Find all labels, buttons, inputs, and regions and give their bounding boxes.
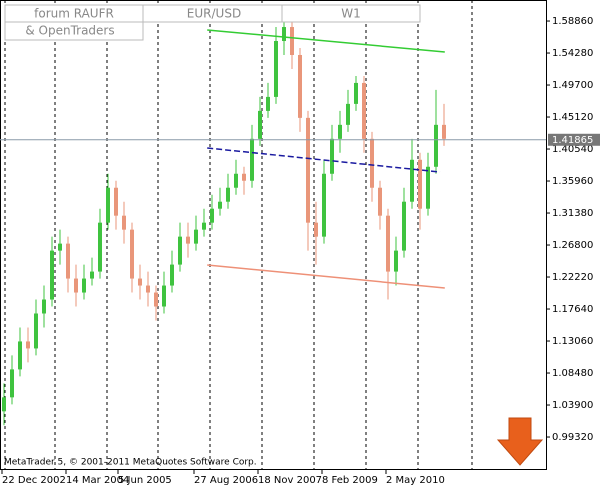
plot-frame — [0, 0, 547, 470]
candle-body — [354, 82, 358, 104]
y-tick-label: 1.26800 — [552, 240, 593, 251]
x-tick-label: 14 Mar 2004 — [66, 475, 129, 486]
candle-body — [146, 285, 150, 293]
candle-body — [250, 138, 254, 181]
y-tick-label: 1.13060 — [552, 336, 593, 347]
candle-body — [66, 243, 70, 279]
candle-body — [50, 250, 54, 300]
candle-body — [42, 299, 46, 314]
candle-body — [346, 103, 350, 125]
candle-body — [370, 138, 374, 188]
candle-body — [162, 285, 166, 307]
candle-body — [274, 41, 278, 97]
y-tick-label: 1.35960 — [552, 176, 593, 187]
candle-body — [210, 208, 214, 223]
candle-body — [394, 250, 398, 272]
candle-body — [258, 110, 262, 139]
y-tick-label: 1.03900 — [552, 400, 593, 411]
vertical-separators — [4, 0, 473, 470]
candle-body — [402, 201, 406, 251]
copyright: MetaTrader 5, © 2001-2011 MetaQuotes Sof… — [4, 458, 257, 468]
candle-body — [98, 222, 102, 272]
x-tick-label: 8 Feb 2009 — [322, 475, 378, 486]
header-boxes — [4, 4, 421, 41]
y-tick-label: 1.45120 — [552, 112, 593, 123]
candle-body — [202, 222, 206, 230]
candle-body — [226, 187, 230, 202]
current-price-label: 1.41865 — [552, 135, 593, 146]
x-tick-label: 22 Dec 2002 — [2, 475, 66, 486]
candle-body — [18, 341, 22, 370]
candle-body — [178, 236, 182, 265]
y-tick-label: 1.17640 — [552, 304, 593, 315]
candle-body — [266, 96, 270, 111]
symbol: EUR/USD — [187, 7, 241, 21]
candle-body — [34, 313, 38, 349]
x-tick-label: 5 Jun 2005 — [118, 475, 172, 486]
candle-body — [282, 27, 286, 42]
candle-body — [186, 236, 190, 244]
candle-body — [442, 124, 446, 139]
candle-body — [170, 264, 174, 286]
candle-body — [330, 138, 334, 174]
candle-body — [58, 243, 62, 251]
candle-body — [82, 278, 86, 293]
candle-body — [242, 173, 246, 181]
y-tick-label: 1.22220 — [552, 272, 593, 283]
candle-body — [290, 27, 294, 55]
candle-body — [426, 166, 430, 209]
candle-body — [122, 215, 126, 230]
candle-body — [194, 229, 198, 244]
candle-body — [74, 278, 78, 293]
candle-body — [114, 187, 118, 216]
y-tick-label: 1.31380 — [552, 208, 593, 219]
candle-body — [418, 159, 422, 209]
candle-body — [2, 397, 6, 412]
candle-body — [434, 124, 438, 167]
trend-line — [207, 147, 441, 173]
candle-body — [10, 369, 14, 398]
candle-body — [298, 54, 302, 118]
header-line: forum RAUFR — [34, 7, 114, 21]
y-tick-label: 1.54280 — [552, 48, 593, 59]
candle-body — [234, 173, 238, 188]
candle-body — [378, 187, 382, 216]
candle-body — [410, 159, 414, 202]
x-tick-label: 2 May 2010 — [386, 475, 445, 486]
candle-body — [130, 229, 134, 279]
candles — [2, 13, 446, 426]
candle-body — [26, 341, 30, 349]
candle-body — [218, 201, 222, 209]
candle-body — [106, 187, 110, 223]
trend-line — [207, 29, 445, 53]
trend-line — [207, 264, 445, 289]
candle-body — [154, 292, 158, 307]
candle-body — [322, 173, 326, 237]
current-price-box — [548, 133, 600, 146]
candle-body — [138, 278, 142, 286]
y-tick-label: 1.58860 — [552, 16, 593, 27]
x-tick-label: 27 Aug 2006 — [194, 475, 258, 486]
candle-body — [338, 124, 342, 139]
timeframe: W1 — [341, 7, 361, 21]
candle-body — [362, 82, 366, 139]
candle-body — [314, 222, 318, 237]
y-tick-label: 1.08480 — [552, 368, 593, 379]
candle-body — [306, 117, 310, 223]
header-line: & OpenTraders — [25, 24, 114, 38]
candle-body — [90, 271, 94, 279]
sell-arrow-icon — [496, 417, 544, 466]
x-tick-label: 18 Nov 2007 — [258, 475, 322, 486]
y-tick-label: 1.40540 — [552, 144, 593, 155]
candle-body — [386, 215, 390, 272]
y-tick-label: 1.49700 — [552, 80, 593, 91]
y-tick-label: 0.99320 — [552, 432, 593, 443]
